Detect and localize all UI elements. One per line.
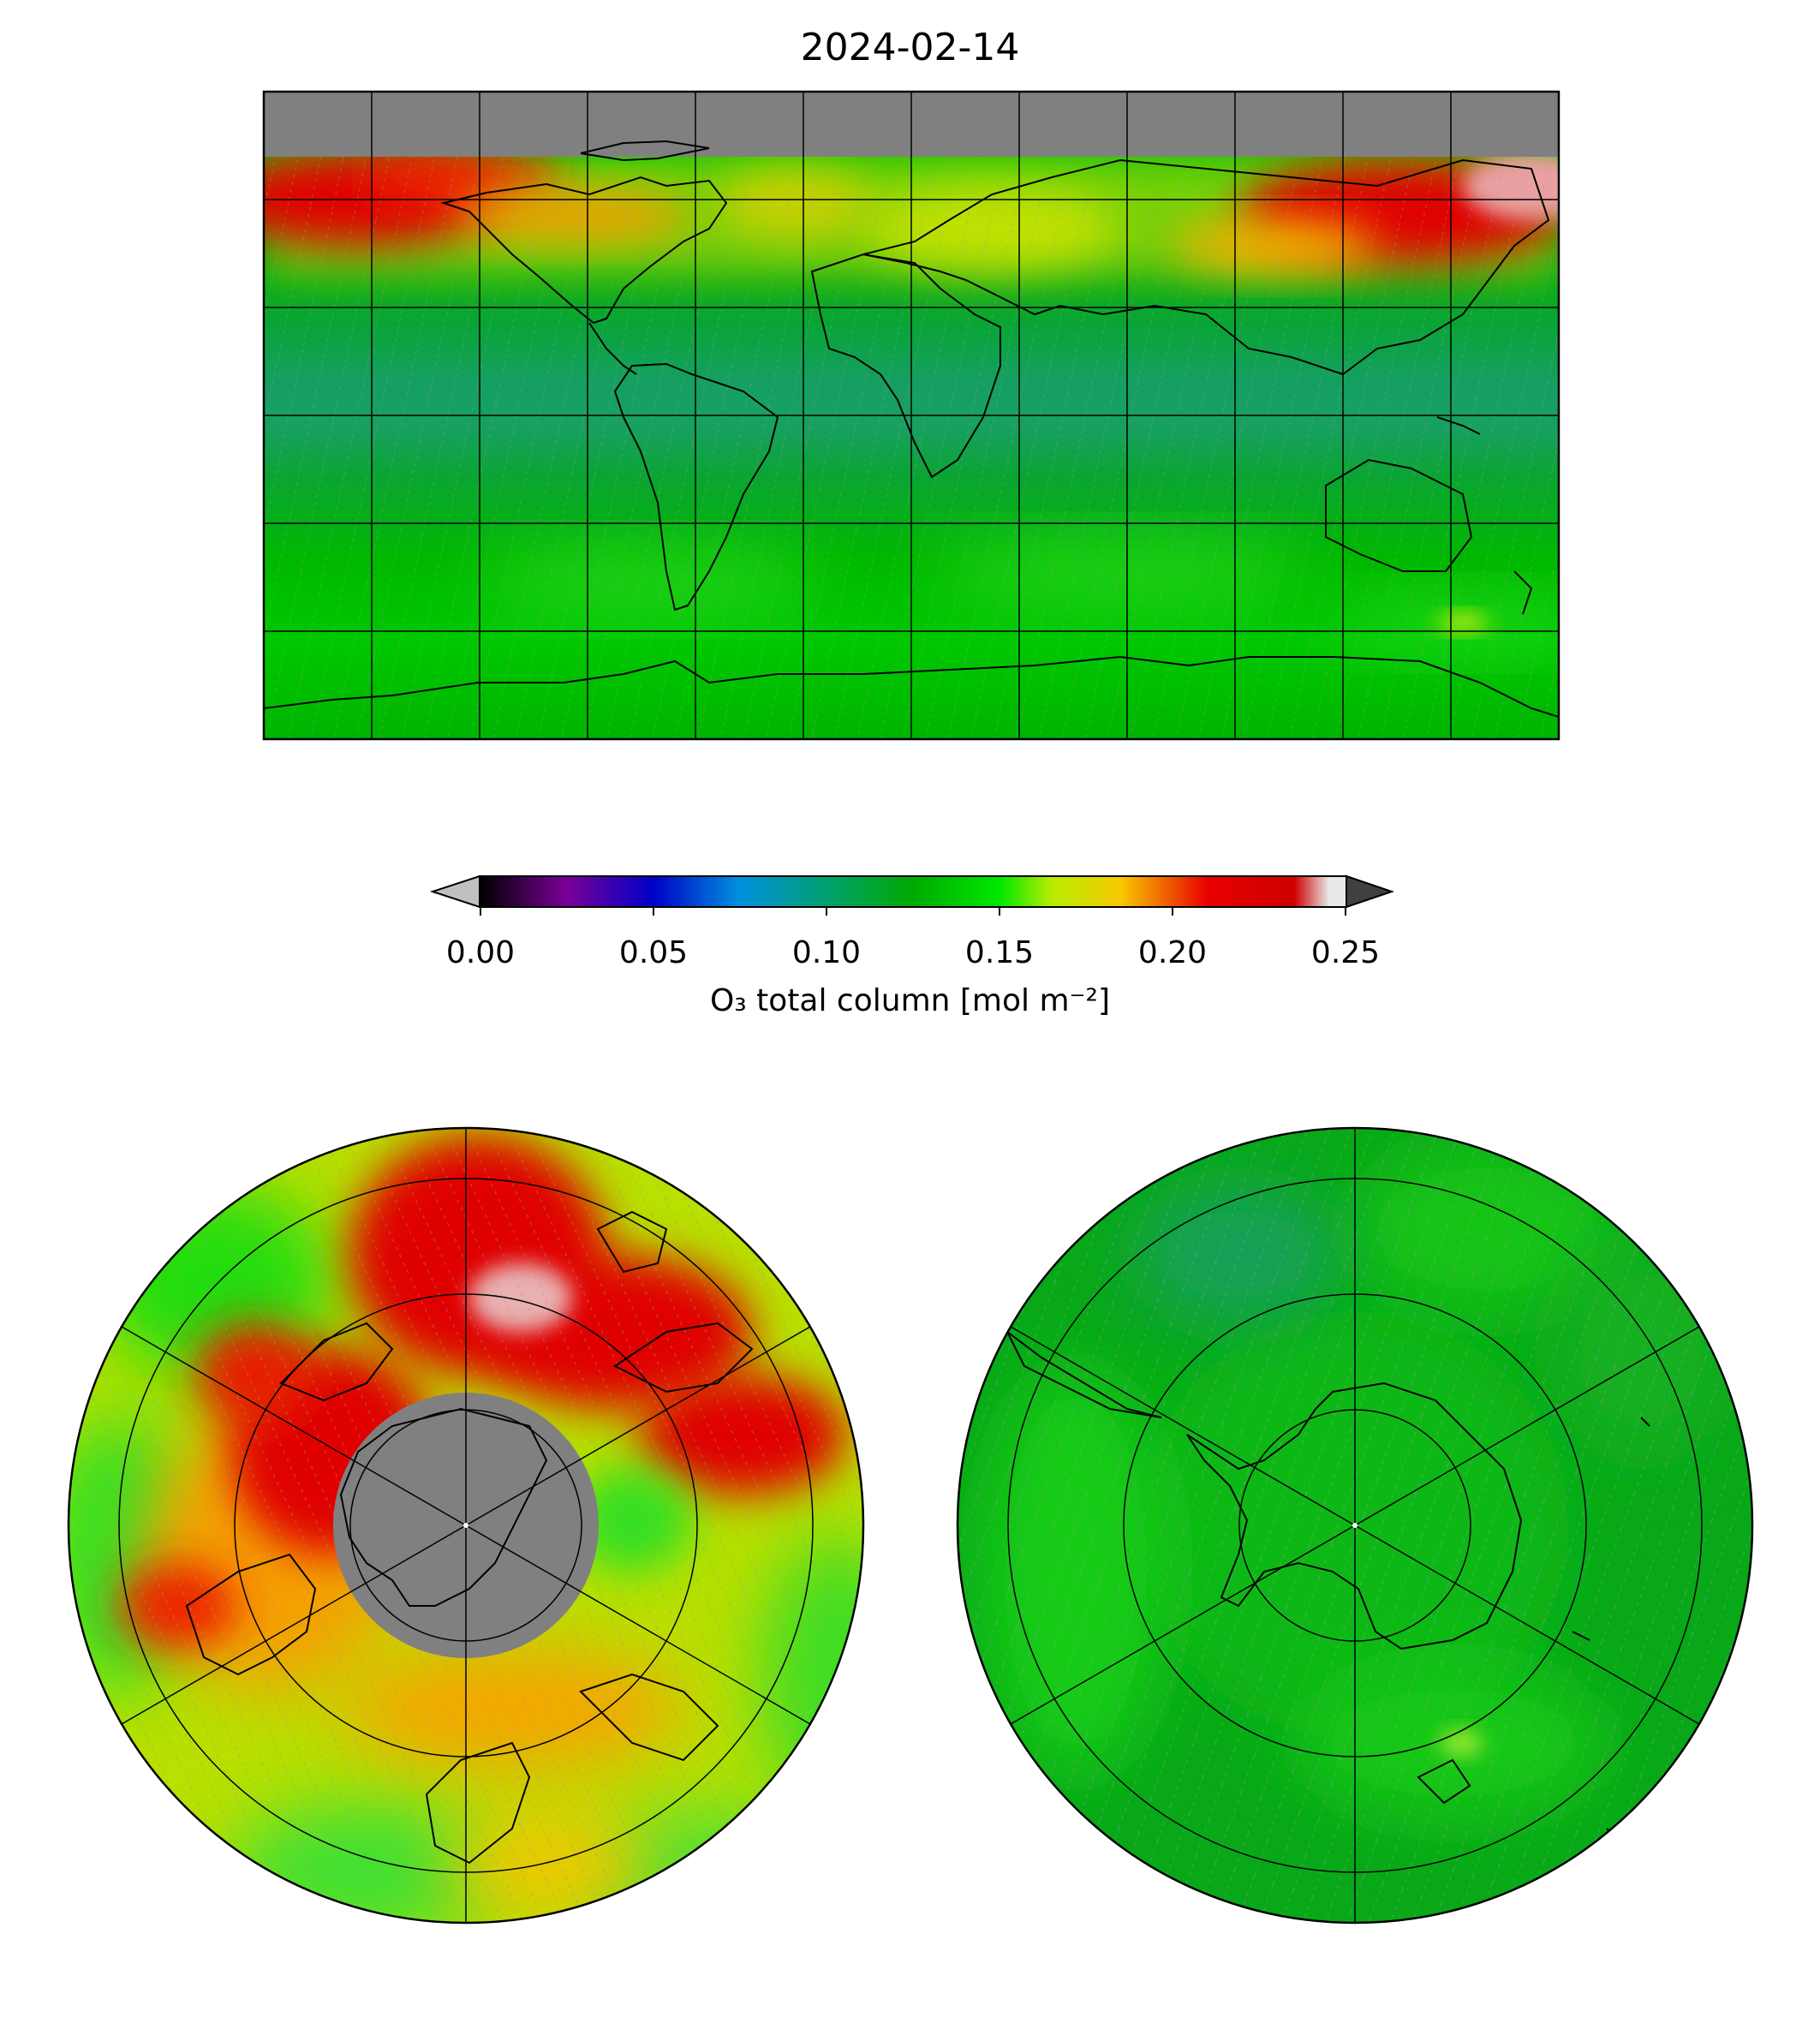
global-map-frame	[262, 90, 1560, 741]
south-polar-frame	[956, 1126, 1754, 1925]
colorbar	[429, 874, 1395, 916]
colorbar-tick-label: 0.15	[964, 935, 1035, 970]
colorbar-over-extension	[1346, 874, 1395, 909]
figure-title: 2024-02-14	[800, 26, 1020, 69]
colorbar-gradient	[479, 875, 1347, 908]
graticule	[264, 92, 1559, 739]
colorbar-tick-label: 0.20	[1137, 935, 1208, 970]
colorbar-ticks	[480, 907, 1346, 916]
global-map	[262, 90, 1560, 741]
pole-marker	[1352, 1523, 1358, 1528]
colorbar-tick-label: 0.10	[791, 935, 862, 970]
colorbar-tick-label: 0.25	[1310, 935, 1381, 970]
south-polar-map	[956, 1126, 1754, 1925]
colorbar-tick-label: 0.00	[445, 935, 516, 970]
north-ozone-field	[69, 1128, 863, 1923]
pole-marker	[463, 1523, 468, 1528]
colorbar-under-extension	[429, 874, 480, 909]
colorbar-label: O₃ total column [mol m⁻²]	[709, 983, 1111, 1018]
colorbar-tick-label: 0.05	[618, 935, 689, 970]
north-polar-frame	[67, 1126, 865, 1925]
north-polar-map	[67, 1126, 865, 1925]
